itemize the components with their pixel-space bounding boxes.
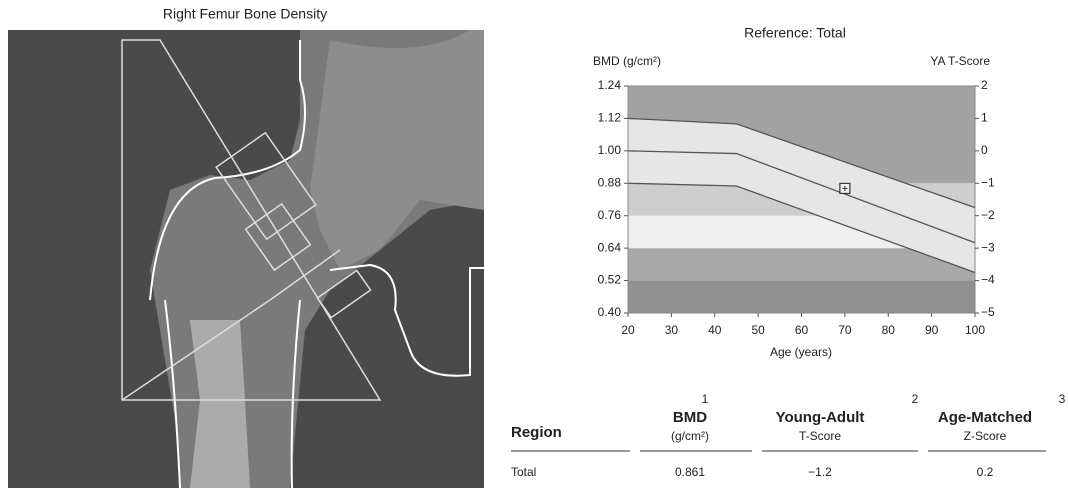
x-tick-label: 90 [925,323,939,337]
y-axis-label: BMD (g/cm²) [593,54,661,68]
column-unit: Z-Score [964,429,1007,443]
x-tick-label: 40 [708,323,722,337]
y-tick-label: 0.76 [598,208,622,222]
column-unit: T-Score [799,429,841,443]
y2-tick-label: −5 [981,305,995,319]
plot: 0.40 0.52 0.64 0.76 0.88 1.00 1.12 1.24 −5 −4 −3 −2… [598,78,995,337]
y2-tick-label: 1 [981,111,988,125]
table-cell: 0.861 [675,465,705,479]
femur-scan [8,30,484,488]
column-title: Age-Matched [938,409,1032,426]
column-note: 2 [912,392,919,406]
chart-title: Reference: Total [744,25,846,41]
y2-tick-label: −1 [981,175,995,189]
x-tick-label: 70 [838,323,852,337]
column-note: 3 [1059,392,1066,406]
table-cell: 0.2 [977,465,994,479]
page: {"image_title": "Right Femur Bone Densit… [0,0,1068,488]
table-cell: −1.2 [808,465,832,479]
x-tick-label: 30 [665,323,679,337]
column-title: Region [511,424,562,441]
column-unit: (g/cm²) [671,429,709,443]
column-title: BMD [673,409,707,426]
table-cell: Total [511,465,536,479]
y2-axis-label: YA T-Score [930,54,990,68]
y2-tick-label: −4 [981,273,995,287]
column-title: Young-Adult [776,409,865,426]
y2-tick-label: 2 [981,78,988,92]
y-tick-label: 0.52 [598,273,622,287]
image-title: Right Femur Bone Density [163,6,327,22]
y-tick-label: 1.24 [598,78,622,92]
y-tick-label: 0.88 [598,175,622,189]
y-tick-label: 0.64 [598,240,622,254]
results-table: Region BMD (g/cm²) 1 Young-Adult T-Score 2 Age-… [511,392,1066,479]
y-tick-label: 1.12 [598,111,622,125]
column-note: 1 [702,392,709,406]
y-tick-label: 0.40 [598,305,622,319]
x-tick-label: 50 [751,323,765,337]
x-tick-label: 20 [621,323,635,337]
x-tick-label: 100 [965,323,985,337]
y2-tick-label: 0 [981,143,988,157]
zone-band [628,281,975,313]
y2-tick-label: −3 [981,240,995,254]
report: Right Femur Bone Density Reference: Tota… [0,0,1068,488]
x-axis-label: Age (years) [770,345,832,359]
x-tick-label: 80 [882,323,896,337]
x-tick-label: 60 [795,323,809,337]
y-tick-label: 1.00 [598,143,622,157]
y2-tick-label: −2 [981,208,995,222]
